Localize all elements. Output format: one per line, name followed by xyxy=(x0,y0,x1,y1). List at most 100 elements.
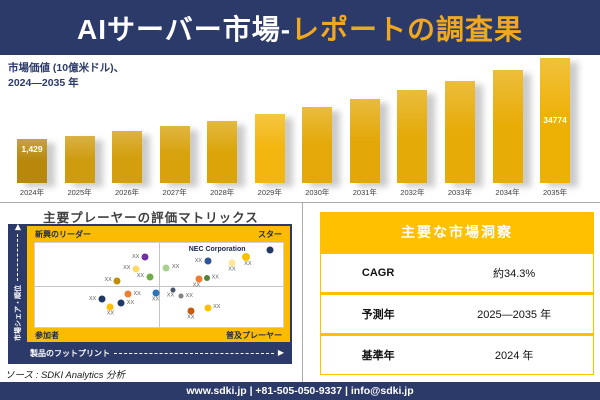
bar-2027年 xyxy=(159,126,190,183)
scatter-point: XX xyxy=(137,273,154,281)
scatter-point-label: XX xyxy=(126,299,135,306)
bar-value-label: 1,429 xyxy=(21,144,43,154)
quadrant-vertical-line xyxy=(159,243,161,327)
scatter-dot xyxy=(132,265,140,273)
row-value: 約34.3% xyxy=(493,268,536,280)
scatter-point-label: XX xyxy=(133,290,141,297)
chart-subtitle: 市場価値 (10億米ドル)、 2024—2035 年 xyxy=(8,61,124,91)
scatter-point: XX xyxy=(152,289,160,302)
bar-2025年 xyxy=(64,136,95,183)
scatter-point: XX xyxy=(123,265,140,273)
scatter-dot xyxy=(203,274,210,281)
evaluation-matrix: 市場シェア・順位 ▶ 新興のリーダー スター 参加者 普及プレーヤー NEC C… xyxy=(8,224,292,364)
scatter-dot xyxy=(204,304,212,311)
quadrant-label-top-right: スター xyxy=(258,230,282,239)
page-title-gold: レポートの調査果 xyxy=(291,13,524,45)
scatter-point: XX xyxy=(117,299,134,307)
row-value: 2025—2035 年 xyxy=(477,309,552,321)
scatter-point-label: XX xyxy=(213,303,221,310)
matrix-title: 主要プレーヤーの評価マトリックス xyxy=(43,211,259,225)
scatter-point: XX xyxy=(203,274,219,281)
scatter-point-label: XX xyxy=(187,314,195,321)
matrix-y-axis-label: 市場シェア・順位 ▶ xyxy=(8,224,27,341)
scatter-point-label: XX xyxy=(136,272,145,279)
bar-2032年 xyxy=(397,90,428,183)
table-row: CAGR 約34.3% xyxy=(321,251,593,292)
scatter-point: XX xyxy=(228,259,236,273)
scatter-point-label: XX xyxy=(211,274,219,281)
scatter-point: XX xyxy=(124,290,141,298)
quadrant-label-top-left: 新興のリーダー xyxy=(35,230,91,239)
scatter-point xyxy=(266,246,274,254)
scatter-point: XX xyxy=(193,275,203,288)
row-label: 予測年 xyxy=(361,309,395,321)
matrix-gold-frame: 新興のリーダー スター 参加者 普及プレーヤー NEC Corporation … xyxy=(27,226,290,342)
scatter-dot xyxy=(113,277,121,285)
scatter-point-label: XX xyxy=(106,310,115,316)
footer-bar: www.sdki.jp | +81-505-050-9337 | info@sd… xyxy=(0,382,600,400)
scatter-point: XX xyxy=(178,293,193,299)
x-axis-tick-label: 2032年 xyxy=(400,188,425,197)
scatter-point-label: XX xyxy=(185,292,193,299)
scatter-dot xyxy=(106,303,114,310)
bar-2029年 xyxy=(254,114,285,183)
scatter-point-label: XX xyxy=(194,257,203,264)
scatter-point: XX xyxy=(195,257,212,265)
bar-2028年 xyxy=(207,121,238,183)
scatter-point-label: XX xyxy=(244,261,252,268)
matrix-plot-area: NEC Corporation XX XX XX XX XX XX XX XX XX XX XX XX… xyxy=(34,242,284,328)
table-row: 予測年 2025—2035 年 xyxy=(321,292,593,333)
y-axis-text: 市場シェア・順位 xyxy=(14,285,22,341)
matrix-x-axis-band: 製品のフットプリント ▶ xyxy=(8,342,292,364)
horizontal-divider xyxy=(0,202,600,203)
scatter-dot xyxy=(170,287,176,293)
insights-table-rows: CAGR 約34.3% 予測年 2025—2035 年基準年 2024 年 xyxy=(321,251,593,374)
x-axis-tick-label: 2029年 xyxy=(257,188,282,197)
row-label: 基準年 xyxy=(361,350,395,362)
bar-2035年: 34774 xyxy=(540,58,571,183)
scatter-dot xyxy=(117,299,125,307)
source-note: ソース : SDKI Analytics 分析 xyxy=(5,370,126,381)
chart-subtitle-line2: 2024—2035 年 xyxy=(8,77,79,90)
scatter-point: XX xyxy=(241,253,252,267)
scatter-point: XX xyxy=(104,277,121,285)
x-axis-tick-label: 2027年 xyxy=(162,188,187,197)
scatter-point-label: XX xyxy=(151,296,160,303)
bar-2033年 xyxy=(444,81,475,183)
player-matrix-panel: 主要プレーヤーの評価マトリックス 市場シェア・順位 ▶ 新興のリーダー スター … xyxy=(0,202,302,383)
bar-2024年: 1,429 xyxy=(17,139,47,183)
x-axis-text: 製品のフットプリント xyxy=(30,348,110,358)
footer-contact-text: www.sdki.jp | +81-505-050-9337 | info@sd… xyxy=(186,385,414,397)
market-value-bar-chart: 市場価値 (10億米ドル)、 2024—2035 年 1,429 2024年 202… xyxy=(0,55,600,202)
scatter-point: XX xyxy=(106,303,114,316)
scatter-point: XX xyxy=(204,304,220,311)
scatter-point-label: XX xyxy=(171,263,180,270)
scatter-dot xyxy=(162,264,170,272)
title-banner: AIサーバー市場-レポートの調査果 xyxy=(0,0,600,55)
scatter-dot xyxy=(141,253,149,261)
x-axis-tick-label: 2025年 xyxy=(67,188,92,197)
scatter-dot xyxy=(241,253,250,262)
x-axis-tick-label: 2033年 xyxy=(447,188,473,197)
bar-value-label: 34774 xyxy=(543,115,567,125)
scatter-point-label: XX xyxy=(166,292,175,299)
row-value: 2024 年 xyxy=(494,350,534,362)
scatter-dot xyxy=(266,246,274,254)
x-axis-tick-label: 2035年 xyxy=(542,188,568,197)
scatter-dot xyxy=(146,273,154,281)
vertical-divider xyxy=(302,202,303,383)
x-axis-tick-label: 2034年 xyxy=(495,188,520,197)
bar-2030年 xyxy=(302,107,333,183)
scatter-point: XX xyxy=(89,295,106,303)
chart-subtitle-line1: 市場価値 (10億米ドル)、 xyxy=(8,62,125,74)
x-axis-tick-label: 2031年 xyxy=(352,188,377,197)
scatter-dot xyxy=(204,257,212,265)
y-axis-dashed-line xyxy=(17,234,18,281)
bar-2026年 xyxy=(112,131,143,183)
scatter-point: XX xyxy=(132,253,149,261)
scatter-dot xyxy=(152,289,160,297)
quadrant-horizontal-line xyxy=(35,285,283,287)
y-axis-arrow-icon: ▶ xyxy=(12,224,22,231)
scatter-point-label: XX xyxy=(123,264,131,271)
